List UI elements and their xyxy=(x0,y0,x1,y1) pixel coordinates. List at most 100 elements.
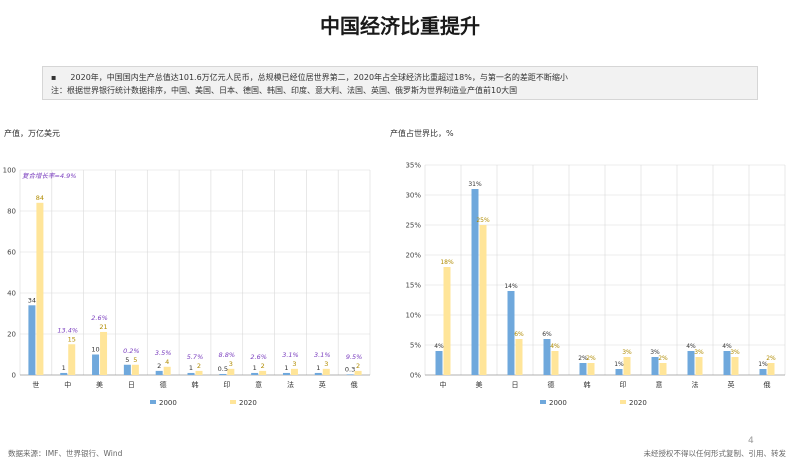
data-label-2020: 15 xyxy=(68,335,76,343)
bar-2020 xyxy=(322,368,330,375)
bar-2020 xyxy=(68,344,76,375)
legend-swatch-2020 xyxy=(230,400,236,404)
bar-2020 xyxy=(163,366,171,375)
x-tick-label: 韩 xyxy=(192,380,199,389)
bar-2020 xyxy=(443,267,451,375)
growth-rate-label: 2.6% xyxy=(250,353,267,361)
bar-2020 xyxy=(131,364,139,375)
growth-rate-label: 13.4% xyxy=(57,326,78,334)
legend-label-2020: 2020 xyxy=(239,399,257,407)
note-text-1: 2020年，中国国内生产总值达101.6万亿元人民币，总规模已经位居世界第二，2… xyxy=(70,73,568,82)
data-label-2020: 3% xyxy=(730,349,740,356)
x-tick-label: 中 xyxy=(440,380,447,389)
data-label-2020: 2 xyxy=(197,362,201,370)
data-label-2020: 3% xyxy=(694,349,704,356)
legend-swatch-2000 xyxy=(540,400,546,404)
data-label-2000: 1 xyxy=(189,364,193,372)
summary-note: ▪ 2020年，中国国内生产总值达101.6万亿元人民币，总规模已经位居世界第二，… xyxy=(42,66,758,100)
x-tick-label: 德 xyxy=(548,380,555,389)
x-tick-label: 韩 xyxy=(584,380,591,389)
data-label-2000: 31% xyxy=(468,181,482,188)
bar-2000 xyxy=(28,305,36,375)
y-tick-label: 80 xyxy=(7,208,16,216)
y-tick-label: 15% xyxy=(405,282,421,290)
data-label-2000: 1 xyxy=(253,364,257,372)
bar-2000 xyxy=(282,372,290,375)
data-label-2000: 14% xyxy=(504,283,518,290)
data-label-2000: 1 xyxy=(316,364,320,372)
y-tick-label: 5% xyxy=(410,342,421,350)
bar-2020 xyxy=(695,357,703,375)
data-label-2020: 25% xyxy=(476,217,490,224)
y-tick-label: 0% xyxy=(410,372,421,380)
left-bar-chart: 0204060801003484世复合增长率=4.9%115中13.4%1021… xyxy=(3,167,371,407)
data-label-2000: 2% xyxy=(578,355,588,362)
bar-2020 xyxy=(100,331,108,375)
data-label-2000: 2 xyxy=(157,362,161,370)
bar-2020 xyxy=(479,225,487,375)
left-chart-ylabel: 产值，万亿美元 xyxy=(4,129,60,138)
y-tick-label: 10% xyxy=(405,312,421,320)
data-label-2000: 1 xyxy=(284,364,288,372)
bar-2000 xyxy=(155,370,163,375)
note-line-2: 注：根据世界银行统计数据排序，中国、美国、日本、德国、韩国、印度、意大利、法国、… xyxy=(51,86,518,95)
x-tick-label: 英 xyxy=(728,380,735,389)
x-tick-label: 法 xyxy=(692,380,699,389)
bar-2020 xyxy=(259,370,267,375)
x-tick-label: 俄 xyxy=(764,380,771,389)
bar-2020 xyxy=(227,368,235,375)
data-label-2020: 2 xyxy=(261,362,265,370)
data-label-2000: 3% xyxy=(650,349,660,356)
data-label-2020: 4% xyxy=(550,343,560,350)
bar-2020 xyxy=(659,363,667,375)
growth-rate-label: 3.5% xyxy=(155,349,172,357)
x-tick-label: 世 xyxy=(32,380,39,389)
bar-2000 xyxy=(615,369,623,375)
data-label-2000: 34 xyxy=(28,296,36,304)
y-tick-label: 25% xyxy=(405,222,421,230)
y-tick-label: 0 xyxy=(12,372,16,380)
data-label-2020: 3 xyxy=(229,360,233,368)
data-label-2000: 4% xyxy=(686,343,696,350)
bar-2000 xyxy=(651,357,659,375)
bar-2000 xyxy=(723,351,731,375)
note-bullet: ▪ xyxy=(51,73,57,82)
data-label-2020: 5 xyxy=(133,356,137,364)
bar-2020 xyxy=(551,351,559,375)
data-label-2000: 4% xyxy=(434,343,444,350)
y-tick-label: 20% xyxy=(405,252,421,260)
growth-rate-label: 9.5% xyxy=(346,353,363,361)
data-label-2020: 4 xyxy=(165,358,169,366)
bar-2020 xyxy=(623,357,631,375)
x-tick-label: 英 xyxy=(319,380,326,389)
data-label-2000: 1 xyxy=(62,364,66,372)
growth-rate-label: 8.8% xyxy=(219,351,236,359)
bar-2000 xyxy=(92,354,100,375)
bar-2020 xyxy=(36,202,44,375)
y-tick-label: 60 xyxy=(7,249,16,257)
right-chart-ylabel: 产值占世界比，% xyxy=(390,129,454,138)
legend-swatch-2000 xyxy=(150,400,156,404)
data-label-2000: 5 xyxy=(125,356,129,364)
bar-2020 xyxy=(195,370,203,375)
data-label-2000: 4% xyxy=(722,343,732,350)
data-label-2020: 2% xyxy=(766,355,776,362)
right-bar-chart: 0% 5% 10% 15% 20% 25% 30% 35% 4% 18% 中 31% 25% 美 14% 6%… xyxy=(405,162,786,407)
bar-2020 xyxy=(354,370,362,375)
legend-swatch-2020 xyxy=(620,400,626,404)
bar-2020 xyxy=(587,363,595,375)
x-tick-label: 意 xyxy=(255,380,262,389)
data-label-2020: 3 xyxy=(292,360,296,368)
growth-rate-label: 3.1% xyxy=(314,351,331,359)
growth-rate-label: 0.2% xyxy=(123,347,140,355)
x-tick-label: 日 xyxy=(512,381,519,389)
legend-label-2000: 2000 xyxy=(549,399,567,407)
data-label-2000: 0.3 xyxy=(345,365,355,373)
bar-2000 xyxy=(60,372,68,375)
bar-2000 xyxy=(579,363,587,375)
bar-2000 xyxy=(346,374,354,375)
legend-label-2020: 2020 xyxy=(629,399,647,407)
bar-2000 xyxy=(687,351,695,375)
bar-2000 xyxy=(187,372,195,375)
bar-2000 xyxy=(314,372,322,375)
